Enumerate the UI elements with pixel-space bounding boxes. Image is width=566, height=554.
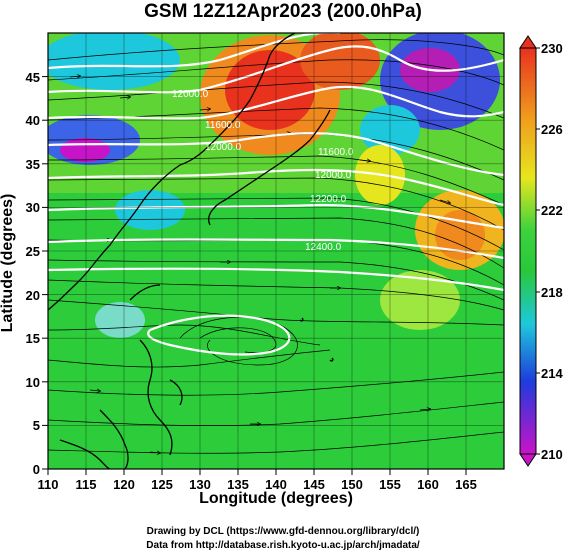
colorbar-tick-label: 214 (541, 366, 563, 381)
cool-region-nw (48, 33, 180, 90)
page-title: GSM 12Z12Apr2023 (200.0hPa) (144, 1, 422, 22)
contour-label: 12000.0 (315, 170, 352, 181)
y-tick-label: 5 (33, 418, 40, 433)
grid-lines (48, 33, 504, 469)
x-axis-title: Longitude (degrees) (199, 490, 353, 507)
y-tick-label: 0 (33, 462, 40, 477)
contour-label: 12400.0 (305, 242, 342, 253)
contour-label: 11600.0 (205, 120, 241, 131)
colorbar-min-arrow (519, 453, 537, 467)
y-tick-label: 45 (26, 70, 40, 85)
x-tick-label: 150 (341, 477, 363, 492)
credit-drawing: Drawing by DCL (https://www.gfd-dennou.o… (146, 526, 420, 537)
y-axis-title: Latitude (degrees) (0, 193, 16, 333)
x-tick-labels: 110 115 120 125 130 135 140 145 150 155 … (38, 477, 477, 492)
japan-coast (208, 109, 331, 226)
x-tick-label: 160 (417, 477, 439, 492)
wind-streamlines (48, 39, 504, 454)
x-tick-label: 165 (455, 477, 477, 492)
y-tick-label: 20 (26, 288, 40, 303)
y-tick-label: 40 (26, 113, 40, 128)
plot-area: 12000.0 11600.0 12000.0 11600.0 12000.0 … (48, 33, 504, 469)
axis-ticks (42, 76, 467, 475)
contour-label-group: 12000.0 11600.0 12000.0 11600.0 12000.0 … (172, 89, 354, 253)
x-tick-label: 115 (76, 477, 97, 492)
credit-data: Data from http://database.rish.kyoto-u.a… (146, 540, 420, 551)
colorbar-gradient (519, 47, 537, 455)
philippines-coast (139, 339, 173, 456)
colorbar-tick-label: 230 (541, 41, 563, 56)
x-tick-label: 125 (151, 477, 173, 492)
colorbar: 230 226 222 218 214 210 (519, 35, 563, 467)
x-tick-label: 110 (38, 477, 59, 492)
colorbar-tick-label: 222 (541, 203, 563, 218)
colorbar-max-arrow (519, 35, 537, 49)
y-tick-label: 15 (26, 331, 40, 346)
x-tick-label: 145 (303, 477, 325, 492)
x-tick-label: 130 (189, 477, 211, 492)
contour-label: 12200.0 (310, 194, 347, 205)
y-tick-label: 30 (26, 200, 40, 215)
x-tick-label: 120 (113, 477, 135, 492)
colorbar-tick-label: 226 (541, 122, 563, 137)
height-contours (48, 33, 504, 356)
contour-label: 12000.0 (172, 89, 209, 100)
y-tick-labels: 0 5 10 15 20 25 30 35 40 45 (26, 70, 40, 477)
colorbar-tick-label: 210 (541, 447, 563, 462)
contour-label: 11600.0 (318, 147, 354, 158)
colorbar-tick-label: 218 (541, 285, 563, 300)
y-tick-label: 25 (26, 244, 40, 259)
wind-arrows (69, 76, 450, 453)
coastlines (48, 33, 334, 469)
y-tick-label: 35 (26, 157, 40, 172)
x-tick-label: 140 (265, 477, 287, 492)
y-tick-label: 10 (26, 375, 40, 390)
x-tick-label: 135 (227, 477, 249, 492)
x-tick-label: 155 (379, 477, 401, 492)
contour-label: 12000.0 (205, 142, 242, 153)
